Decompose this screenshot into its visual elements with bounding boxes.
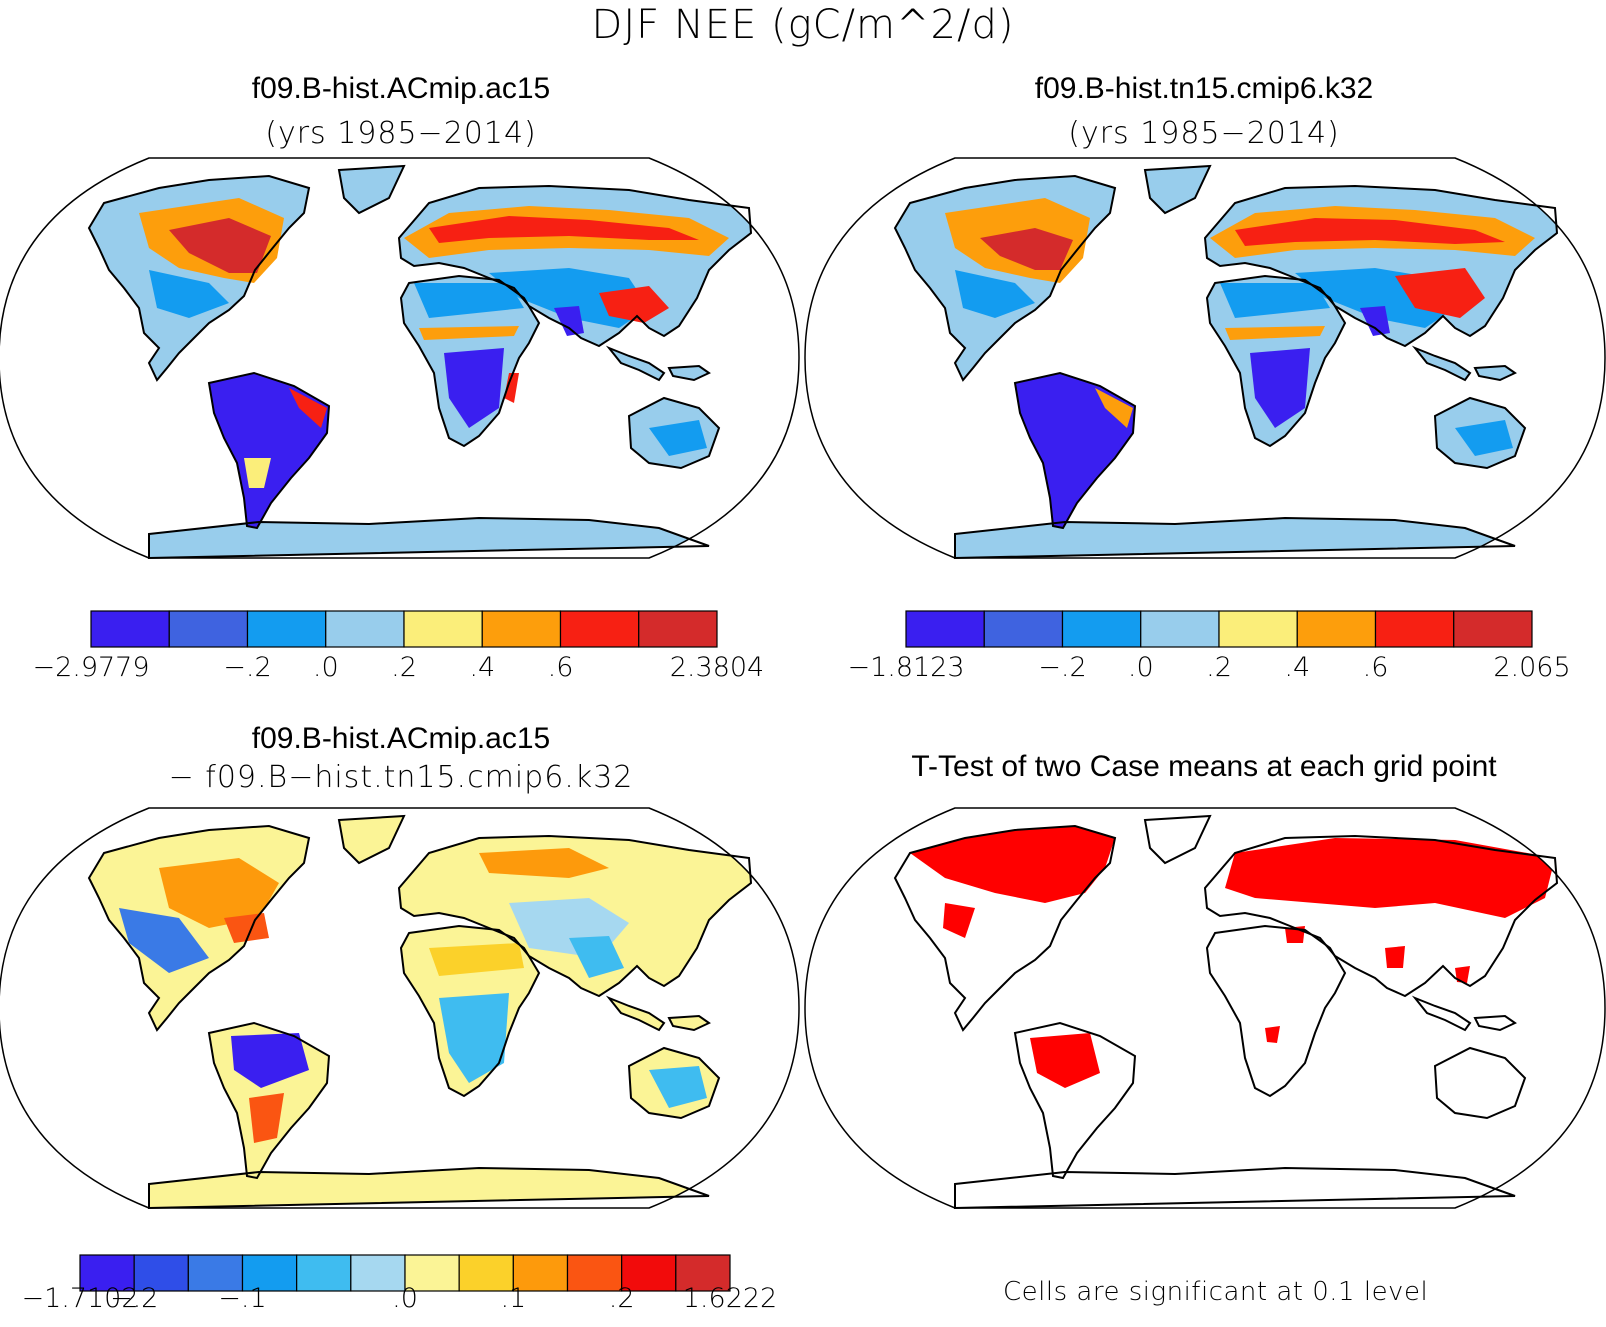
colorbar-swatch (187, 1254, 244, 1292)
panel2-title: f09.B-hist.tn15.cmip6.k32 (1034, 72, 1374, 105)
map-ttest (804, 807, 1606, 1208)
significance-footnote: Cells are significant at 0.1 level (1003, 1277, 1429, 1307)
colorbar-swatch (481, 610, 562, 648)
colorbar-swatch (1218, 610, 1298, 648)
colorbar-tick-label: .2 (608, 1283, 635, 1314)
colorbar-swatch (350, 1254, 406, 1292)
colorbar-swatch (566, 1254, 623, 1292)
colorbar-swatch (133, 1254, 189, 1292)
colorbar-tick-label: −1.7102 (21, 1283, 139, 1314)
panel4-title: T-Test of two Case means at each grid po… (911, 750, 1497, 783)
colorbar-swatch (246, 610, 327, 648)
map-case1 (0, 157, 800, 558)
colorbar-tick-label: 2.065 (1493, 652, 1571, 683)
colorbar-tick-label: .2 (1206, 652, 1232, 683)
colorbar-swatch (296, 1254, 352, 1292)
colorbar-swatch (1296, 610, 1377, 648)
panel3-subtitle: − f09.B−hist.tn15.cmip6.k32 (168, 760, 634, 795)
colorbar-tick-label: .0 (392, 1283, 418, 1314)
colorbar-swatch (559, 610, 640, 648)
colorbar-swatch (1374, 610, 1455, 648)
colorbar-tick-label: .0 (1127, 652, 1154, 683)
colorbar-tick-label: .6 (547, 652, 574, 683)
colorbar-swatch (638, 610, 718, 648)
colorbar-swatch (905, 610, 985, 648)
colorbar-tick-label: −.2 (1038, 652, 1087, 683)
colorbar-swatch (1140, 610, 1220, 648)
colorbar-swatch (404, 1254, 460, 1292)
colorbar-swatch (983, 610, 1064, 648)
colorbar-tick-label: .4 (469, 652, 496, 683)
colorbar-tick-label: .0 (312, 652, 339, 683)
colorbar-swatch (512, 1254, 569, 1292)
colorbar-tick-label: −2.9779 (32, 652, 150, 683)
colorbar-swatch (79, 1254, 135, 1292)
colorbar-swatch (458, 1254, 514, 1292)
colorbar-swatch (403, 610, 483, 648)
panel1-title: f09.B-hist.ACmip.ac15 (251, 72, 551, 105)
colorbar-tick-label: .2 (391, 652, 417, 683)
colorbar-swatch (1061, 610, 1142, 648)
colorbar-tick-label: −.2 (109, 1283, 159, 1314)
colorbar-swatch (90, 610, 170, 648)
colorbar-swatch (675, 1254, 731, 1292)
colorbar-swatch (325, 610, 405, 648)
colorbar-case2 (905, 610, 1533, 648)
colorbar-tick-label: −1.8123 (847, 652, 965, 683)
colorbar-tick-label: 1.6222 (682, 1283, 778, 1314)
colorbar-difference (79, 1254, 731, 1292)
colorbar-tick-label: .4 (1284, 652, 1311, 683)
colorbar-tick-label: .1 (500, 1283, 527, 1314)
colorbar-case1 (90, 610, 718, 648)
colorbar-tick-label: −.1 (218, 1283, 267, 1314)
map-difference (0, 807, 800, 1208)
colorbar-tick-label: .6 (1362, 652, 1389, 683)
panel2-subtitle: (yrs 1985−2014) (1068, 116, 1340, 151)
panel3-title: f09.B-hist.ACmip.ac15 (251, 722, 551, 755)
map-case2 (804, 157, 1606, 558)
panel1-subtitle: (yrs 1985−2014) (265, 116, 537, 151)
colorbar-tick-label: −.2 (223, 652, 272, 683)
colorbar-swatch (168, 610, 249, 648)
colorbar-swatch (1453, 610, 1533, 648)
colorbar-tick-label: 2.3804 (669, 652, 765, 683)
figure-title: DJF NEE (gC/m^2/d) (591, 2, 1015, 48)
